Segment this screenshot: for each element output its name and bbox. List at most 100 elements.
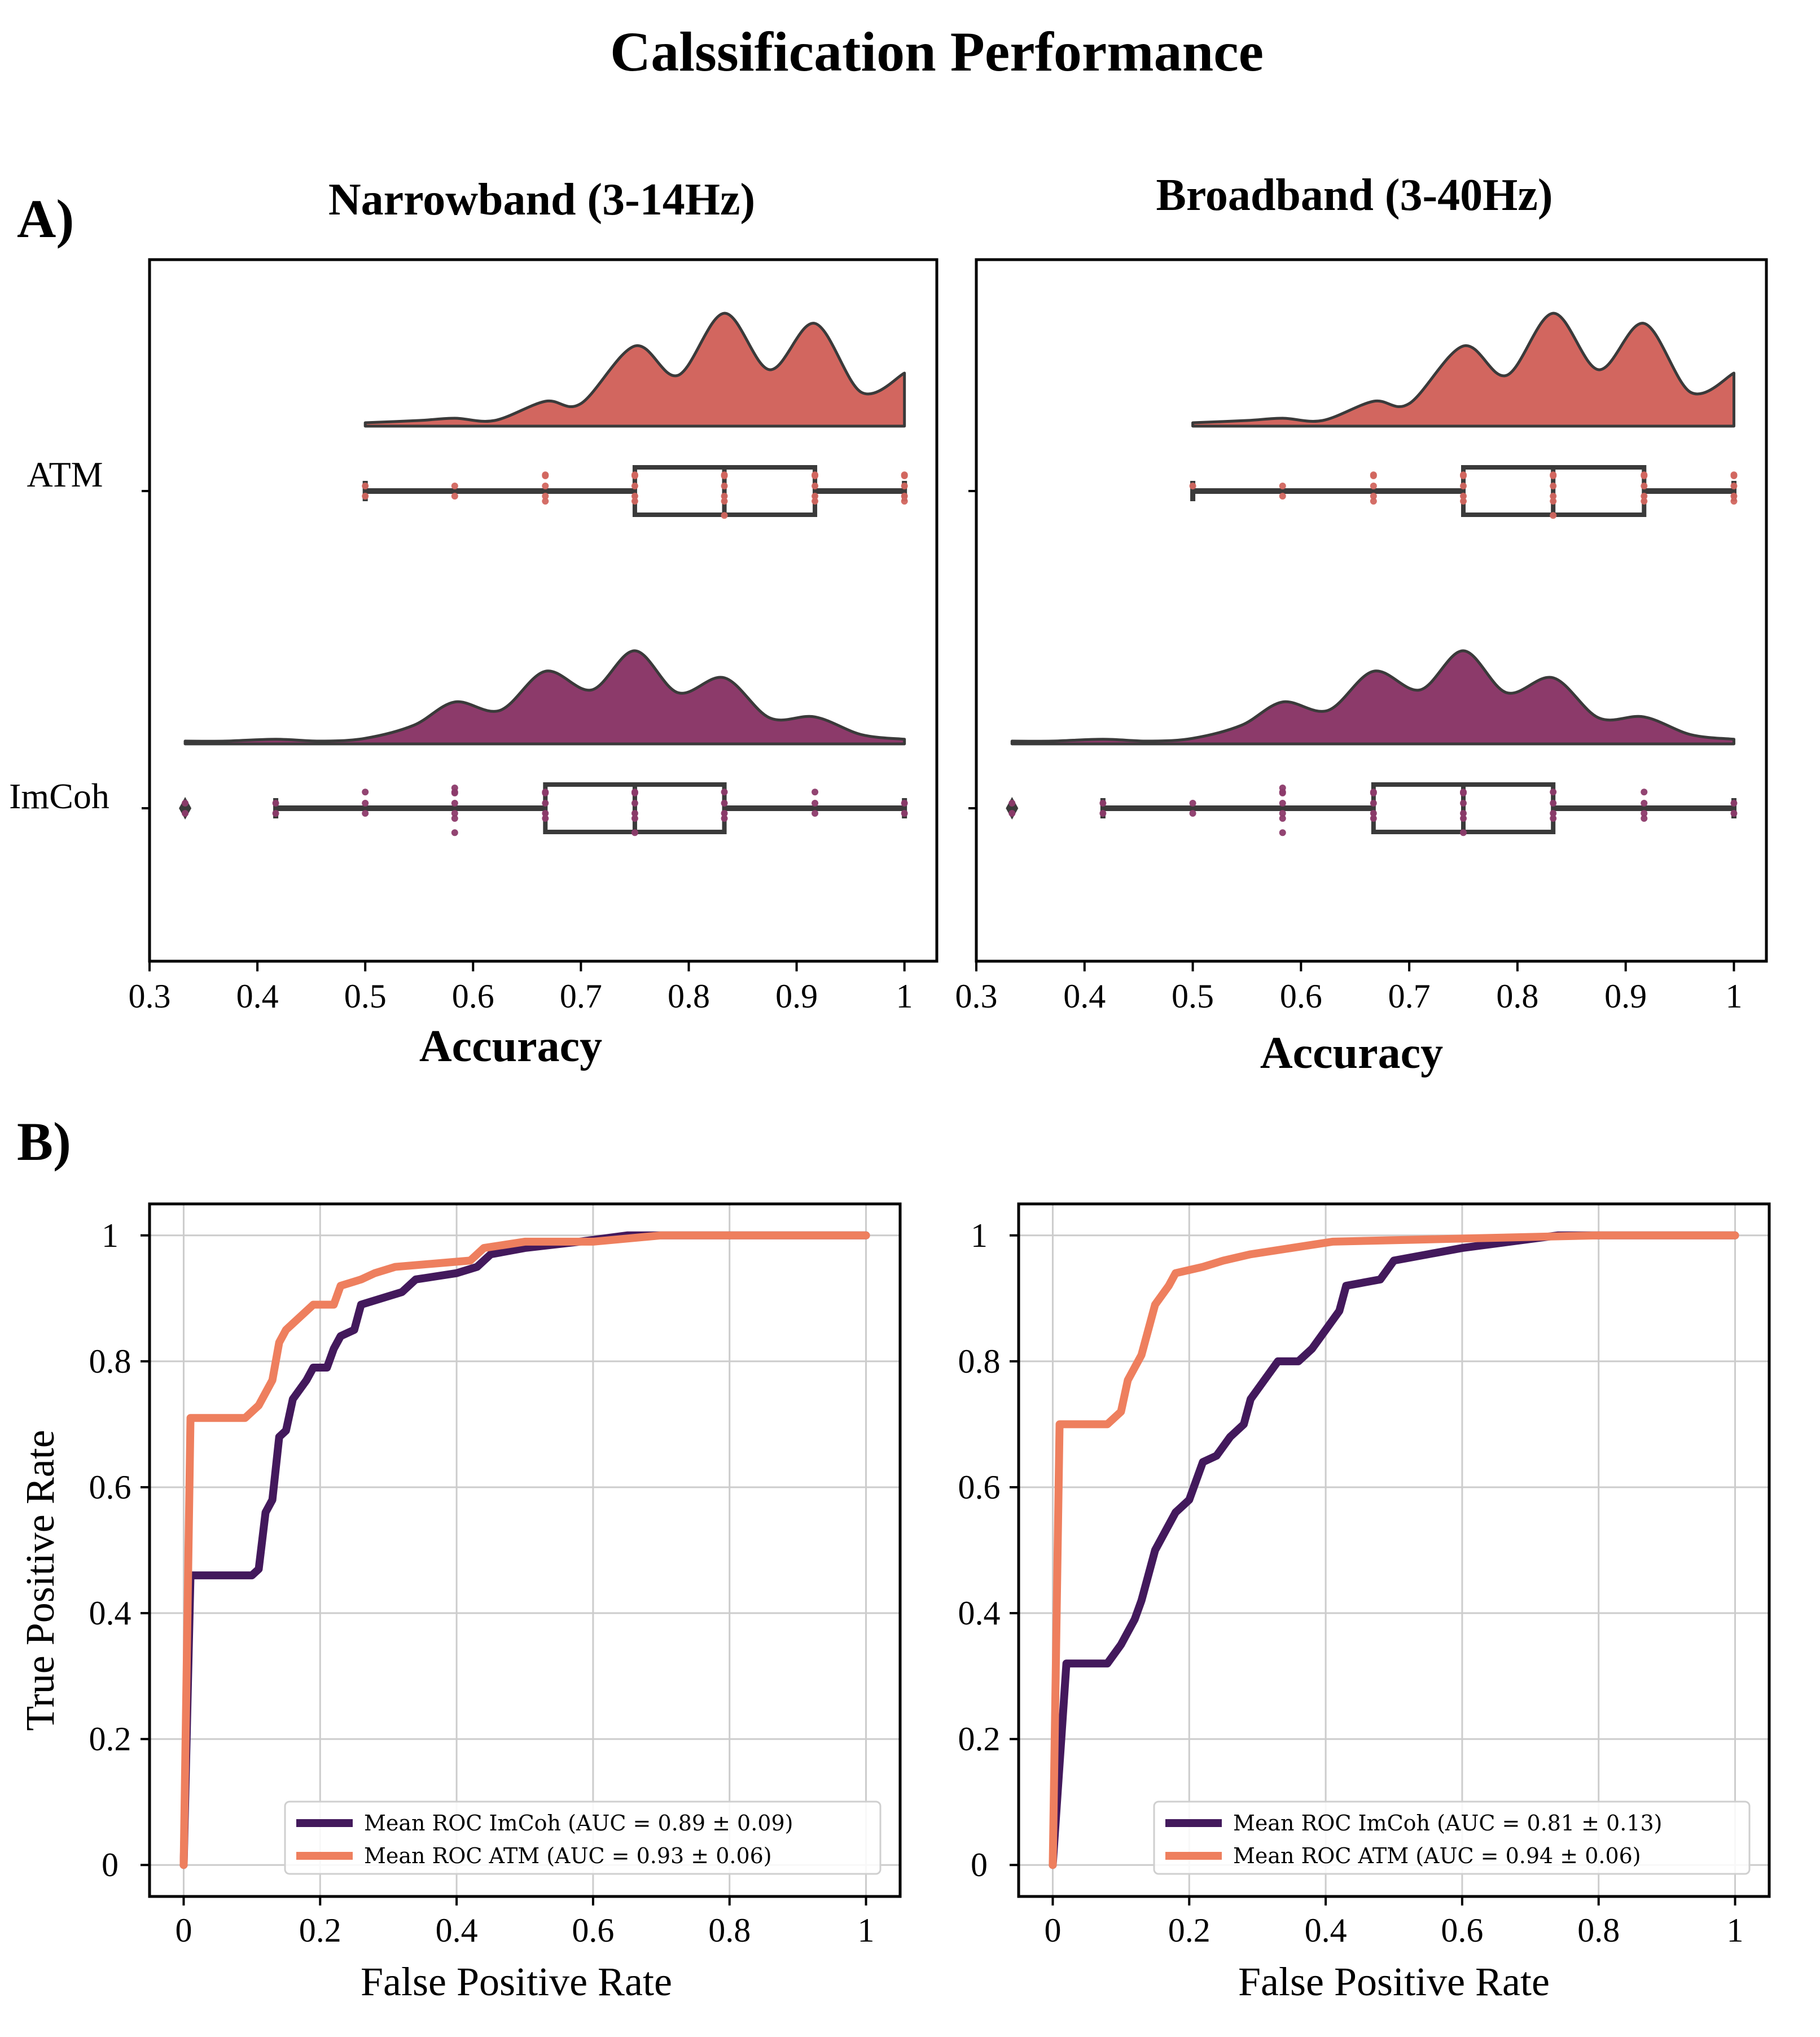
data-point: [1008, 800, 1016, 807]
data-point: [721, 815, 728, 822]
legend-entry: Mean ROC ATM (AUC = 0.94 ± 0.06): [1233, 1843, 1641, 1868]
data-point: [631, 790, 638, 796]
data-point: [451, 790, 458, 796]
data-point: [901, 498, 908, 505]
density-atm: [1191, 312, 1735, 428]
data-point: [901, 472, 908, 479]
data-point: [1279, 810, 1286, 817]
data-point: [1460, 810, 1467, 817]
data-point: [1460, 829, 1467, 836]
data-point: [721, 483, 728, 489]
data-point: [631, 493, 638, 500]
plot-frame: [1017, 1202, 1771, 1898]
data-point: [542, 493, 549, 500]
data-point: [812, 498, 819, 505]
data-point: [812, 810, 819, 817]
data-point: [721, 810, 728, 817]
x-tick-label: 0.5: [1172, 978, 1214, 1015]
data-point: [1460, 800, 1467, 807]
plot-frame: [975, 258, 1768, 963]
panel-label-b: B): [17, 1111, 71, 1172]
data-point: [1370, 472, 1377, 479]
data-point: [542, 800, 549, 807]
data-point: [1370, 800, 1377, 807]
x-tick-label: 0.4: [1305, 1912, 1347, 1949]
x-tick-label: 0.3: [955, 978, 998, 1015]
data-point: [1550, 483, 1557, 489]
y-tick-label: 0.4: [89, 1594, 131, 1632]
data-point: [1550, 788, 1557, 796]
data-point: [362, 788, 369, 796]
data-point: [1641, 498, 1648, 505]
x-tick-label: 1: [1727, 1912, 1744, 1949]
panel-title-broadband: Broadband (3-40Hz): [1156, 170, 1553, 220]
y-tick-label: 1: [971, 1217, 988, 1254]
x-tick-label: 0.2: [1168, 1912, 1211, 1949]
data-point: [1641, 810, 1648, 817]
panel-label-a: A): [17, 189, 74, 249]
data-point: [182, 810, 189, 817]
x-axis-label-accuracy: Accuracy: [419, 1022, 602, 1071]
data-point: [901, 810, 908, 817]
x-tick-label: 0.6: [572, 1912, 614, 1949]
data-point: [451, 815, 458, 822]
panel-title-narrowband: Narrowband (3-14Hz): [328, 175, 755, 225]
data-point: [451, 800, 458, 807]
y-tick-label: 0.6: [958, 1469, 1001, 1506]
data-point: [451, 483, 458, 489]
data-point: [901, 800, 908, 807]
y-category-label-imcoh: ImCoh: [9, 776, 109, 816]
data-point: [721, 800, 728, 807]
data-point: [1279, 483, 1286, 489]
data-point: [1460, 815, 1467, 822]
y-tick-label: 0.8: [89, 1343, 131, 1380]
data-point: [272, 800, 279, 807]
x-tick-label: 0.8: [1577, 1912, 1620, 1949]
x-axis-label-fpr: False Positive Rate: [361, 1959, 672, 2004]
x-tick-label: 1: [1725, 978, 1742, 1015]
roc-panel-narrowband: 0 0.2 0.4 0.6 0.8 1 0 0.2 0.4 0.6 0.8 1 Mean ROC ImC…: [17, 1202, 902, 2004]
data-point: [1189, 800, 1196, 807]
x-axis-label-accuracy: Accuracy: [1260, 1028, 1443, 1078]
roc-curve: [179, 1231, 870, 1869]
x-axis-label-fpr: False Positive Rate: [1238, 1959, 1550, 2004]
data-point: [1279, 790, 1286, 796]
x-tick-label: 0.7: [560, 978, 602, 1015]
density-imcoh: [1010, 649, 1735, 746]
data-point: [1370, 815, 1377, 822]
raincloud-panel-broadband: Broadband (3-40Hz) 0.3 0.4 0.5 0.6 0.7 0.8 0.9…: [955, 170, 1768, 1078]
data-point: [1550, 472, 1557, 479]
data-point: [1641, 788, 1648, 796]
data-point: [1099, 800, 1107, 807]
data-point: [1550, 493, 1557, 500]
data-point: [1370, 790, 1377, 796]
data-point: [631, 810, 638, 817]
data-point: [1370, 810, 1377, 817]
roc-curve: [1049, 1231, 1739, 1869]
legend-entry: Mean ROC ImCoh (AUC = 0.89 ± 0.09): [364, 1811, 793, 1836]
data-point: [721, 493, 728, 500]
x-tick-label: 0.4: [436, 1912, 478, 1949]
legend-box: [284, 1801, 882, 1875]
x-tick-label: 0.8: [668, 978, 710, 1015]
data-point: [721, 788, 728, 796]
data-point: [901, 493, 908, 500]
data-point: [362, 483, 369, 489]
data-point: [1730, 472, 1738, 479]
data-point: [812, 788, 819, 796]
y-tick-label: 0.2: [89, 1720, 131, 1758]
data-point: [1641, 493, 1648, 500]
data-point: [1550, 815, 1557, 822]
data-point: [1550, 512, 1557, 519]
x-tick-label: 0.4: [1063, 978, 1106, 1015]
data-point: [1189, 810, 1196, 817]
data-point: [1099, 810, 1107, 817]
plot-frame: [148, 1202, 902, 1898]
data-point: [631, 472, 638, 479]
data-point: [1279, 785, 1286, 791]
x-tick-label: 0.4: [236, 978, 279, 1015]
data-point: [1460, 483, 1467, 489]
data-point: [272, 810, 279, 817]
data-point: [1641, 472, 1648, 479]
